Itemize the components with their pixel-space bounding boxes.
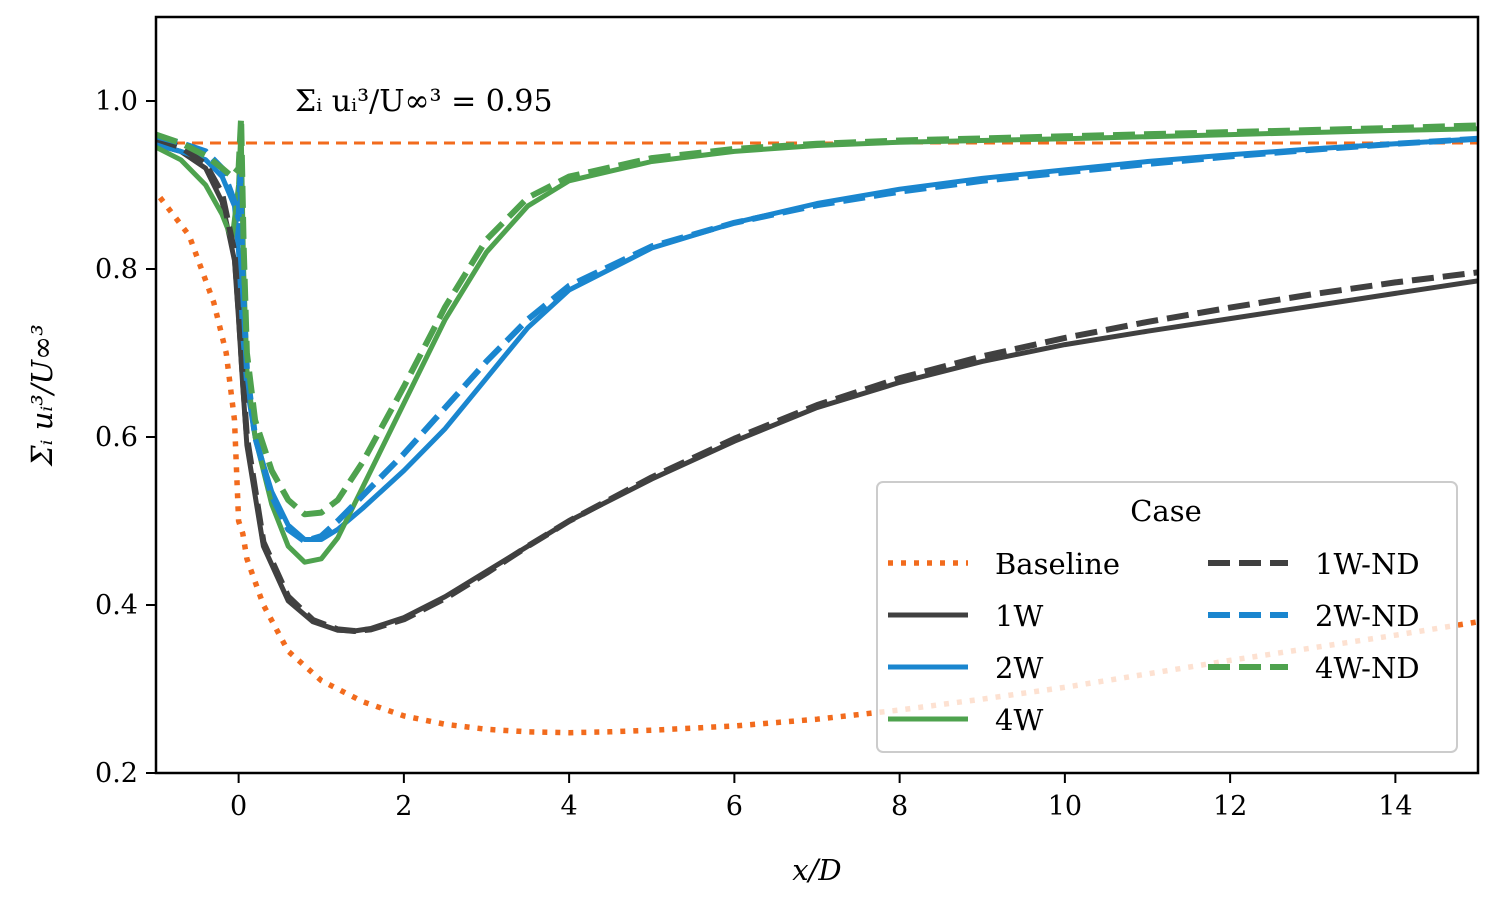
- series-layer: [156, 114, 1478, 736]
- y-tick-label: 0.4: [95, 590, 138, 621]
- x-tick-label: 10: [1048, 791, 1082, 822]
- legend: Case Baseline 1W 2W 4W 1W-ND 2W-ND 4W-ND: [876, 481, 1458, 753]
- series-line-1w-nd: [156, 135, 1478, 634]
- legend-box: [876, 481, 1458, 753]
- y-tick-label: 0.2: [95, 758, 138, 789]
- legend-items: Baseline 1W 2W 4W 1W-ND 2W-ND 4W-ND: [888, 547, 1420, 737]
- x-axis-label: x/D: [792, 853, 841, 887]
- x-axis-ticks: 0 2 4 6 8 10 12 14: [230, 773, 1413, 822]
- legend-label-4w: 4W: [995, 703, 1043, 737]
- series-line-2w-nd: [156, 133, 1478, 545]
- y-tick-label: 0.8: [95, 254, 138, 285]
- annotation-threshold: Σᵢ uᵢ³/U∞³ = 0.95: [295, 84, 553, 119]
- series-line-2w: [156, 136, 1478, 542]
- axes-frame: [154, 15, 1480, 775]
- x-tick-label: 14: [1378, 791, 1412, 822]
- legend-label-1w-nd: 1W-ND: [1315, 547, 1420, 581]
- x-tick-label: 2: [395, 791, 412, 822]
- x-tick-label: 0: [230, 791, 247, 822]
- y-tick-label: 1.0: [95, 86, 138, 117]
- legend-label-2w-nd: 2W-ND: [1315, 599, 1420, 633]
- legend-label-1w: 1W: [995, 599, 1043, 633]
- y-tick-label: 0.6: [95, 422, 138, 453]
- series-line-4w-nd: [156, 114, 1478, 518]
- plot-area: [156, 114, 1478, 736]
- legend-label-2w: 2W: [995, 651, 1043, 685]
- x-tick-label: 6: [726, 791, 743, 822]
- legend-label-4w-nd: 4W-ND: [1315, 651, 1420, 685]
- legend-title: Case: [1130, 494, 1202, 528]
- x-tick-label: 4: [561, 791, 578, 822]
- y-axis-label: Σᵢ uᵢ³/U∞³: [25, 324, 59, 467]
- x-tick-label: 8: [891, 791, 908, 822]
- legend-label-baseline: Baseline: [995, 547, 1120, 581]
- x-tick-label: 12: [1213, 791, 1247, 822]
- y-axis-ticks: 0.2 0.4 0.6 0.8 1.0: [95, 86, 156, 789]
